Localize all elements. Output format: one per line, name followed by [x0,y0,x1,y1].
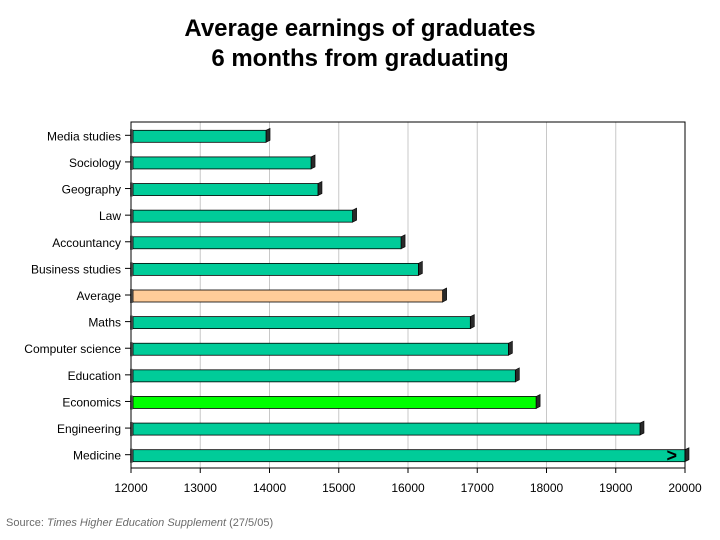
y-tick-label: Engineering [57,422,121,436]
x-tick-label: 17000 [461,481,495,495]
y-tick-label: Media studies [47,129,121,143]
bar [132,369,516,383]
chart-title-line-1: Average earnings of graduates [184,15,536,42]
y-tick-label: Computer science [24,342,121,356]
y-tick-label: Medicine [73,449,121,463]
bar-end [310,154,316,170]
bar [132,342,509,356]
bar-end [442,287,447,303]
bar-annotation: > [666,446,677,466]
y-tick-label: Accountancy [52,236,121,250]
y-tick-label: Maths [88,316,121,330]
x-tick-label: 13000 [184,481,218,495]
bar [132,289,444,303]
y-tick-label: Business studies [31,262,121,276]
y-tick-label: Sociology [69,156,121,170]
x-tick-label: 14000 [253,481,287,495]
chart-title: Average earnings of graduates 6 months f… [0,14,720,74]
x-tick-label: 18000 [530,481,564,495]
chart-title-line-2: 6 months from graduating [211,45,509,72]
bar-end [418,260,423,276]
bar [132,316,471,330]
bar-end [684,447,690,463]
bar [132,236,402,250]
bar-end [535,393,541,409]
bar [132,209,354,223]
bar [132,156,312,170]
source-note: Source: Times Higher Education Supplemen… [6,517,273,529]
bar-end [639,420,645,436]
y-tick-label: Average [77,289,122,303]
bar-end [265,127,271,143]
bar-end [317,181,323,197]
source-date: (27/5/05) [226,517,274,529]
plot-frame [130,121,686,469]
bar [132,262,419,276]
y-tick-label: Economics [62,395,121,409]
source-publication: Times Higher Education Supplement [46,517,227,529]
y-tick-label: Education [68,369,121,383]
bar-end [515,367,520,383]
bar [132,129,267,143]
x-tick-label: 12000 [114,481,148,495]
bar-end [508,340,513,356]
x-tick-label: 16000 [391,481,425,495]
source-prefix: Source: [6,517,47,529]
bar [132,183,319,196]
bar-end [400,234,406,250]
bar-end [352,207,357,223]
x-tick-label: 15000 [322,481,356,495]
bar [132,449,686,463]
bar [132,396,537,409]
x-tick-label: 19000 [599,481,633,495]
bar-end [470,314,475,330]
bar [132,422,641,436]
y-tick-label: Law [99,209,121,223]
y-tick-label: Geography [62,183,121,197]
x-tick-label: 20000 [668,481,702,495]
